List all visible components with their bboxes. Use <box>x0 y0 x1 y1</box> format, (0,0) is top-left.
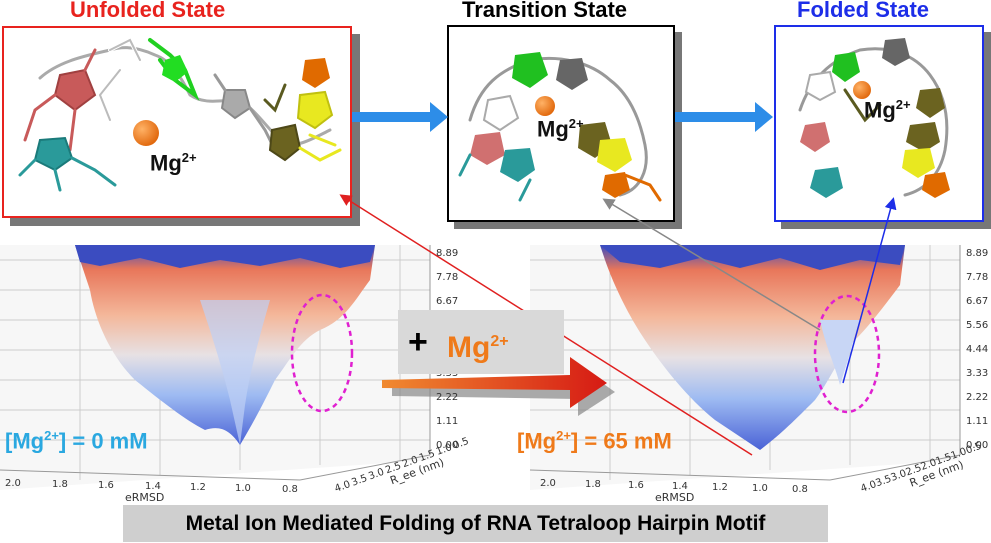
unfolded-mg-ion-sphere-icon <box>133 120 159 146</box>
unfolded-to-transition-arrow-icon <box>352 102 448 132</box>
left-concentration-label: [Mg2+] = 0 mM <box>5 428 148 454</box>
ree-tick: 1.0 <box>435 442 454 458</box>
ermsd-axis-label: eRMSD <box>125 491 164 504</box>
ermsd-tick: 1.0 <box>752 483 768 494</box>
mg-addition-arrow-icon <box>382 357 615 416</box>
ree-tick: 1.0 <box>949 446 968 462</box>
ree-tick: 3.0 <box>889 468 908 484</box>
transition-state-title: Transition State <box>462 0 628 22</box>
left-ermsd-axis: 2.0 1.8 1.6 1.4 1.2 1.0 0.8 eRMSD <box>5 478 298 504</box>
energy-tick: 8.89 <box>966 248 988 259</box>
energy-tick: 2.22 <box>436 392 458 403</box>
ree-tick: 2.0 <box>919 457 938 473</box>
ree-tick: 4.0 <box>859 479 878 495</box>
right-folded-basin-highlight <box>813 294 881 414</box>
ree-tick: 2.5 <box>384 461 403 477</box>
figure-caption: Metal Ion Mediated Folding of RNA Tetral… <box>123 505 828 542</box>
ermsd-tick: 1.6 <box>628 480 644 491</box>
energy-tick: 6.67 <box>966 296 988 307</box>
ion-symbol: Mg <box>447 331 491 364</box>
ree-tick: 2.0 <box>401 454 420 470</box>
transition-to-folded-arrow-icon <box>675 102 773 132</box>
conc-open: [Mg <box>5 428 45 454</box>
ree-tick: 3.5 <box>350 473 369 489</box>
ree-tick: 3.5 <box>874 474 893 490</box>
ermsd-tick: 2.0 <box>540 478 556 489</box>
ion-charge: 2+ <box>568 116 584 131</box>
ree-tick: 0.5 <box>452 436 471 452</box>
basin-to-folded-connector <box>842 197 897 384</box>
folded-mg-ion-sphere-icon <box>853 81 871 99</box>
ermsd-tick: 1.2 <box>190 482 206 493</box>
ion-charge: 2+ <box>895 97 911 112</box>
folded-state-title: Folded State <box>797 0 930 22</box>
energy-tick: 7.78 <box>966 272 988 283</box>
ermsd-tick: 1.8 <box>52 479 68 490</box>
ermsd-axis-label: eRMSD <box>655 491 694 504</box>
energy-tick: 0.00 <box>436 440 458 451</box>
energy-tick: 7.78 <box>436 272 458 283</box>
left-free-energy-surface-icon <box>0 245 431 490</box>
energy-tick: 1.11 <box>436 416 458 427</box>
ion-symbol: Mg <box>537 116 569 142</box>
unfolded-rna-structure-icon <box>18 37 342 192</box>
mg-addition-box <box>398 310 564 374</box>
energy-tick: 3.33 <box>966 368 988 379</box>
ree-tick: 2.5 <box>904 463 923 479</box>
conc-open: [Mg <box>517 428 557 454</box>
folded-mg-label: Mg2+ <box>864 97 911 123</box>
ermsd-tick: 1.4 <box>145 481 161 492</box>
ree-tick: 3.0 <box>367 467 386 483</box>
right-energy-axis: 8.89 7.78 6.67 5.56 4.44 3.33 2.22 1.11 … <box>966 248 988 451</box>
energy-tick: 8.89 <box>436 248 458 259</box>
ion-symbol: Mg <box>864 97 896 123</box>
energy-tick: 5.56 <box>966 320 988 331</box>
transition-mg-ion-sphere-icon <box>535 96 555 116</box>
right-concentration-label: [Mg2+] = 65 mM <box>517 428 672 454</box>
ermsd-tick: 0.8 <box>792 484 808 495</box>
conc-charge: 2+ <box>556 428 571 443</box>
ermsd-tick: 1.0 <box>235 483 251 494</box>
ion-charge: 2+ <box>490 333 509 350</box>
left-folded-basin-highlight <box>290 293 354 413</box>
ermsd-tick: 0.8 <box>282 484 298 495</box>
ermsd-tick: 2.0 <box>5 478 21 489</box>
ree-tick: 0.5 <box>965 441 984 457</box>
saddle-to-transition-connector <box>602 198 821 331</box>
unfolded-state-title: Unfolded State <box>70 0 226 22</box>
ree-tick: 4.0 <box>333 479 352 495</box>
ree-tick: 1.5 <box>934 452 953 468</box>
conc-close: ] = 65 mM <box>570 428 672 454</box>
unfolded-mg-label: Mg2+ <box>150 150 197 176</box>
energy-tick: 1.11 <box>966 416 988 427</box>
right-ermsd-axis: 2.0 1.8 1.6 1.4 1.2 1.0 0.8 eRMSD <box>540 478 808 504</box>
energy-tick: 2.22 <box>966 392 988 403</box>
energy-tick: 4.44 <box>966 344 988 355</box>
ion-symbol: Mg <box>150 150 182 176</box>
folded-rna-structure-icon <box>798 38 950 198</box>
ermsd-tick: 1.8 <box>585 479 601 490</box>
ion-charge: 2+ <box>181 150 197 165</box>
ree-tick: 1.5 <box>418 448 437 464</box>
transition-mg-label: Mg2+ <box>537 116 584 142</box>
energy-tick: 0.00 <box>966 440 988 451</box>
conc-close: ] = 0 mM <box>58 428 148 454</box>
energy-tick: 6.67 <box>436 296 458 307</box>
ermsd-tick: 1.6 <box>98 480 114 491</box>
ermsd-tick: 1.2 <box>712 482 728 493</box>
ermsd-tick: 1.4 <box>672 481 688 492</box>
added-mg-label: Mg2+ <box>447 324 509 366</box>
plus-sign: + <box>408 323 428 361</box>
conc-charge: 2+ <box>44 428 59 443</box>
transition-rna-structure-icon <box>458 52 662 202</box>
right-free-energy-surface-icon <box>529 245 961 490</box>
